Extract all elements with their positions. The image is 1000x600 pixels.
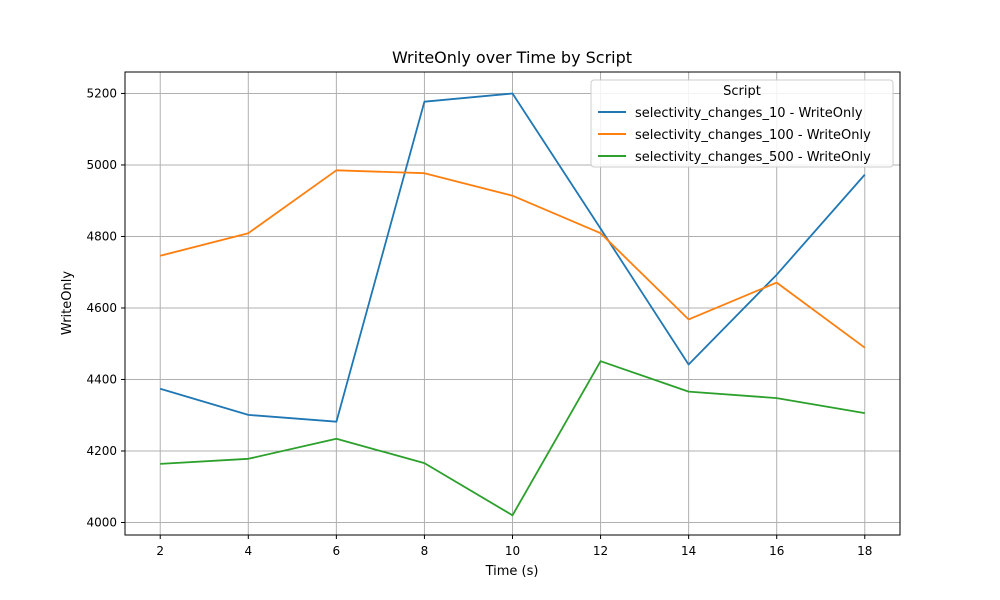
x-tick-label: 12 [593,544,608,558]
y-tick-label: 4600 [86,301,117,315]
y-tick-label: 4400 [86,372,117,386]
legend-label-2: selectivity_changes_100 - WriteOnly [635,128,871,143]
y-axis-label: WriteOnly [60,271,75,335]
legend-box [590,79,894,168]
x-tick-label: 6 [333,544,341,558]
legend-label-3: selectivity_changes_500 - WriteOnly [635,150,871,165]
y-tick-label: 4000 [86,515,117,529]
y-tick-label: 5200 [86,86,117,100]
legend-label-1: selectivity_changes_10 - WriteOnly [635,106,863,121]
x-tick-label: 10 [505,544,520,558]
legend-title: Script [723,84,761,99]
x-tick-label: 2 [156,544,164,558]
y-tick-label: 5000 [86,158,117,172]
y-axis: 4000 4200 4400 4600 4800 5000 5200 [86,86,125,529]
chart-title: WriteOnly over Time by Script [392,48,632,67]
x-tick-label: 16 [769,544,784,558]
y-tick-label: 4200 [86,444,117,458]
x-axis: 2 4 6 8 10 12 14 16 18 [156,535,872,558]
y-tick-label: 4800 [86,229,117,243]
x-tick-label: 14 [681,544,696,558]
legend-items: selectivity_changes_10 - WriteOnly select… [598,106,871,165]
series-line-2 [159,169,866,349]
legend: Script selectivity_changes_10 - WriteOnl… [590,79,894,168]
series-lines [159,92,866,517]
series-line-3 [160,360,865,517]
x-tick-label: 4 [244,544,252,558]
x-axis-label: Time (s) [485,564,539,579]
x-tick-label: 18 [857,544,872,558]
x-tick-label: 8 [421,544,429,558]
series-line-1 [159,92,866,423]
